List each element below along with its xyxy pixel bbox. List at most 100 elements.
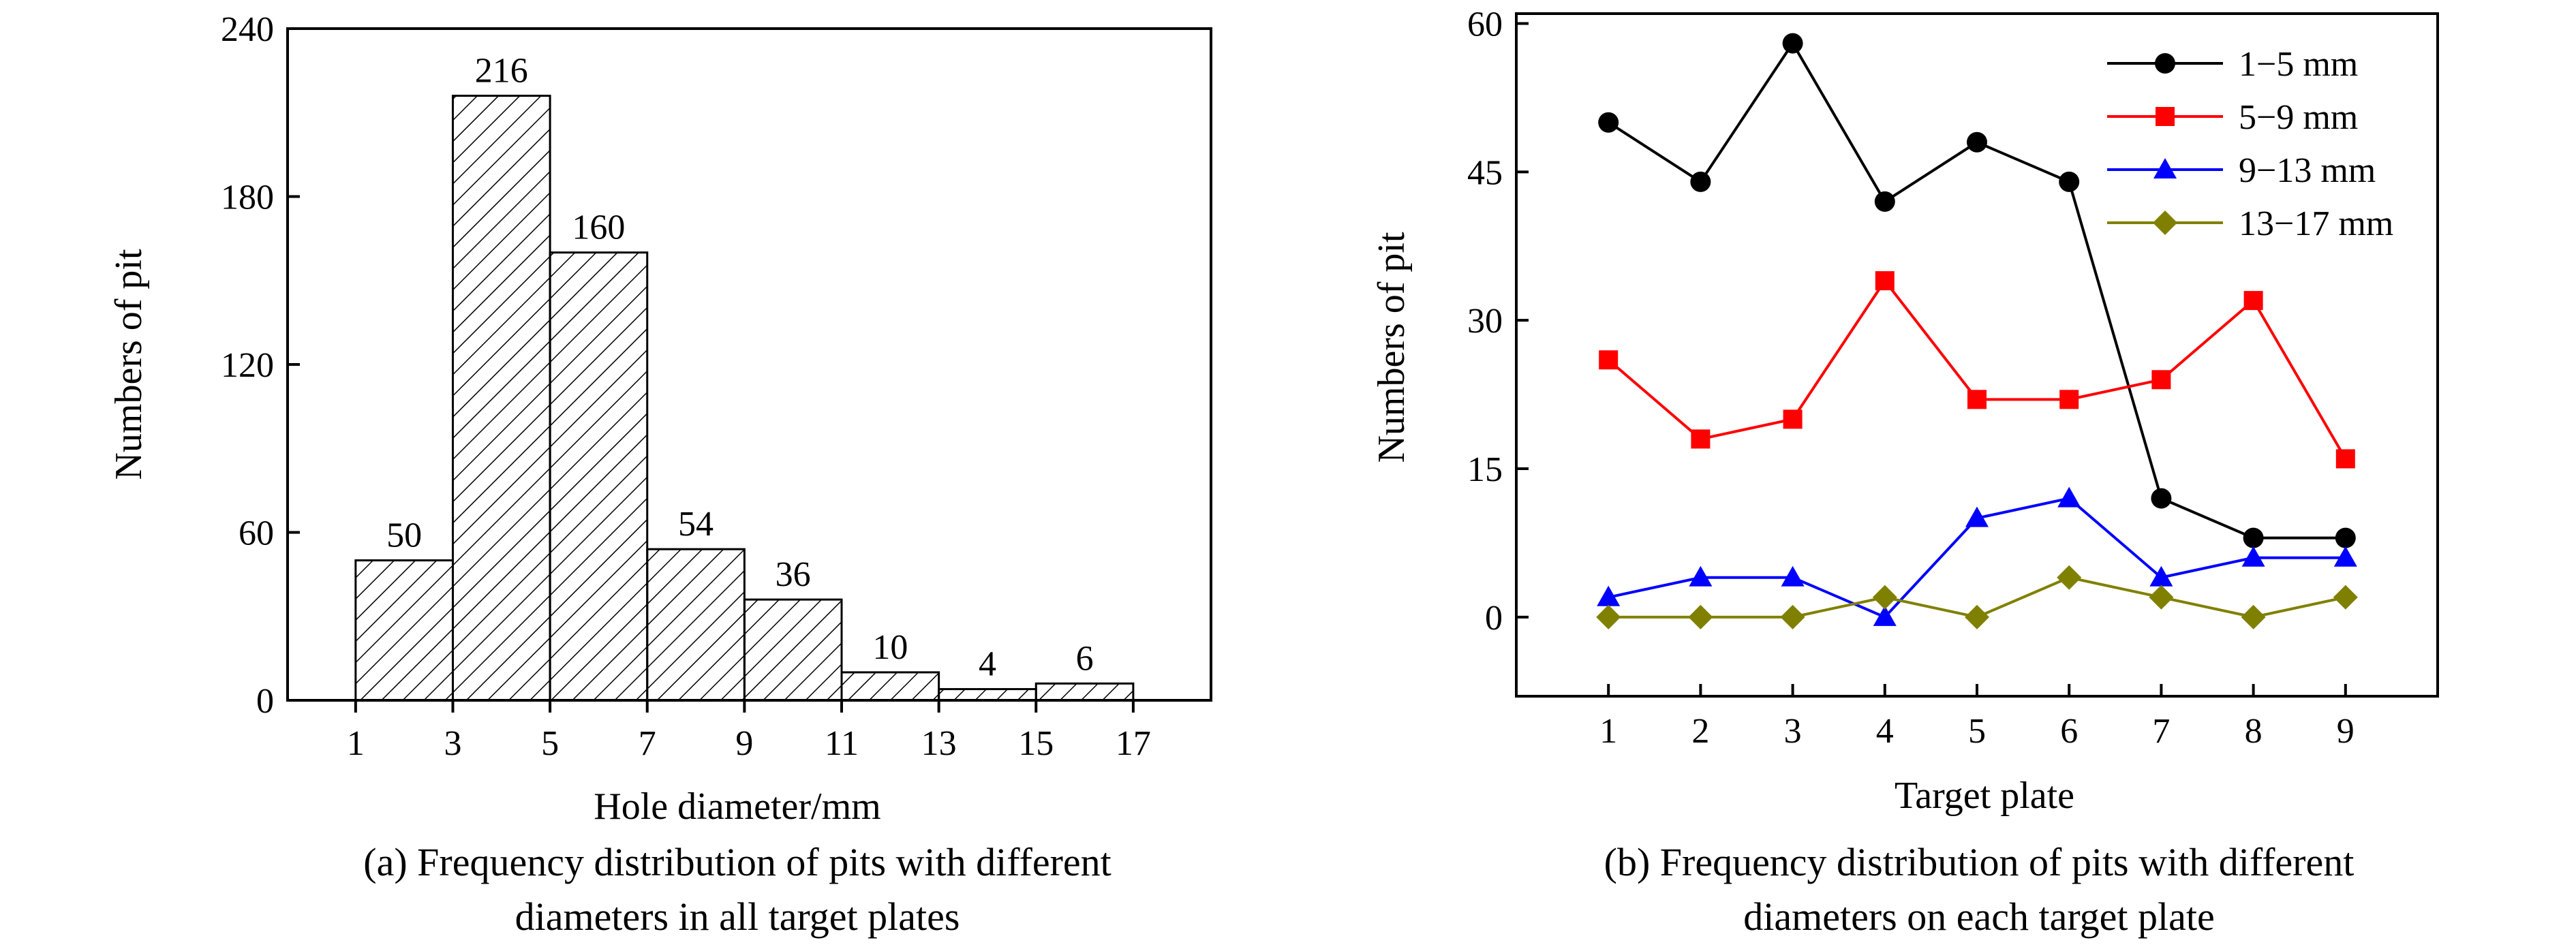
x-tick-label: 4 [1876,712,1894,751]
series-line-2 [1607,278,2347,460]
legend-marker-4 [2153,211,2177,235]
x-tick-label: 13 [921,724,957,763]
chart-a-y-axis-title: Numbers of pit [108,249,150,480]
series-4-point-8 [2241,604,2266,629]
legend-label-1: 1−5 mm [2239,45,2358,84]
series-3-point-4 [1873,605,1897,626]
chart-b-legend: 1−5 mm 5−9 mm 9−13 mm 13−17 mm [2107,45,2393,243]
bar-value-label-5: 36 [776,555,811,594]
y-tick-label: 60 [1467,5,1503,44]
x-tick-label: 11 [825,724,859,763]
y-tick-label: 120 [221,346,274,385]
chart-a-caption-line-1: (a) Frequency distribution of pits with … [363,840,1111,884]
series-1-point-7 [2151,488,2172,509]
chart-a-bar-labels: 50 216 160 54 36 10 4 6 [386,52,1093,684]
legend-marker-2 [2156,107,2175,126]
bar-2 [451,95,551,702]
x-tick-label: 5 [541,724,559,763]
chart-b-series-markers [1596,33,2358,629]
chart-a-caption-line-2: diameters in all target plates [515,894,960,939]
chart-b-x-ticks: 1 2 3 4 5 6 7 8 9 [1599,684,2355,751]
y-tick-label: 15 [1467,450,1503,489]
chart-b-caption-line-1: (b) Frequency distribution of pits with … [1604,840,2355,884]
chart-b-y-ticks: 0 15 30 45 60 [1467,5,1529,638]
series-2-point-7 [2151,370,2171,390]
x-tick-label: 15 [1018,724,1054,763]
x-tick-label: 7 [2152,712,2170,751]
bar-1 [354,559,454,702]
y-tick-label: 0 [256,682,274,721]
series-4-point-9 [2333,584,2358,610]
x-tick-label: 17 [1116,724,1151,763]
series-1-point-8 [2243,527,2264,548]
x-tick-label: 2 [1691,712,1709,751]
series-1-point-9 [2335,527,2356,548]
bar-8 [1034,682,1135,702]
series-3-point-2 [1689,565,1713,587]
bar-4 [646,548,746,702]
bar-value-label-1: 50 [386,516,422,555]
series-3-point-8 [2241,546,2265,567]
bar-6 [840,671,940,702]
series-1-point-4 [1874,191,1895,212]
series-3-point-7 [2149,565,2173,587]
chart-a-x-axis-title: Hole diameter/mm [594,785,880,828]
series-4-point-5 [1965,604,1989,629]
bar-value-label-8: 6 [1076,639,1094,678]
x-tick-label: 5 [1968,712,1986,751]
y-tick-label: 240 [221,10,274,49]
series-4-point-4 [1872,584,1897,610]
series-2-point-3 [1783,409,1803,429]
series-3-point-9 [2333,546,2357,567]
series-3-point-5 [1965,506,1989,527]
y-tick-label: 180 [221,178,274,217]
bar-value-label-3: 160 [572,208,625,247]
x-tick-label: 3 [444,724,461,763]
chart-a-y-ticks: 0 60 120 180 240 [221,10,300,721]
bar-5 [743,598,843,702]
series-1-point-2 [1690,171,1711,192]
legend-marker-1 [2155,53,2175,74]
series-4-point-1 [1596,604,1621,629]
series-2-point-4 [1875,271,1895,291]
series-3-point-6 [2057,486,2081,508]
x-tick-label: 9 [2337,712,2355,751]
series-2-point-5 [1967,390,1987,409]
series-4-point-3 [1780,604,1805,629]
series-3-point-1 [1597,585,1621,606]
legend-label-3: 9−13 mm [2239,151,2376,190]
bar-value-label-2: 216 [475,52,528,91]
series-4-point-6 [2057,565,2082,590]
series-1-point-5 [1967,131,1987,153]
x-tick-label: 1 [1599,712,1617,751]
y-tick-label: 0 [1485,599,1503,638]
bar-3 [549,251,649,702]
chart-b-x-axis-title: Target plate [1895,775,2074,817]
legend-label-2: 5−9 mm [2239,98,2358,137]
chart-b-series-lines [1607,40,2347,619]
series-2-point-2 [1691,429,1711,449]
x-tick-label: 6 [2060,712,2078,751]
x-tick-label: 1 [347,724,365,763]
series-2-point-9 [2335,449,2355,469]
x-tick-label: 7 [639,724,656,763]
bar-value-label-4: 54 [678,505,714,544]
x-tick-label: 8 [2245,712,2263,751]
series-3-point-3 [1781,565,1805,587]
series-2-point-6 [2059,390,2079,409]
series-line-1 [1608,40,2346,540]
bar-value-label-7: 4 [979,645,996,684]
series-1-point-1 [1598,112,1619,133]
series-1-point-6 [2059,171,2080,192]
legend-marker-3 [2153,158,2177,178]
series-4-point-2 [1688,604,1713,629]
series-2-point-1 [1599,350,1619,370]
y-tick-label: 45 [1467,153,1503,192]
chart-b-y-axis-title: Numbers of pit [1370,232,1413,463]
legend-label-4: 13−17 mm [2239,204,2393,243]
series-1-point-3 [1782,33,1803,54]
bar-value-label-6: 10 [872,628,908,667]
